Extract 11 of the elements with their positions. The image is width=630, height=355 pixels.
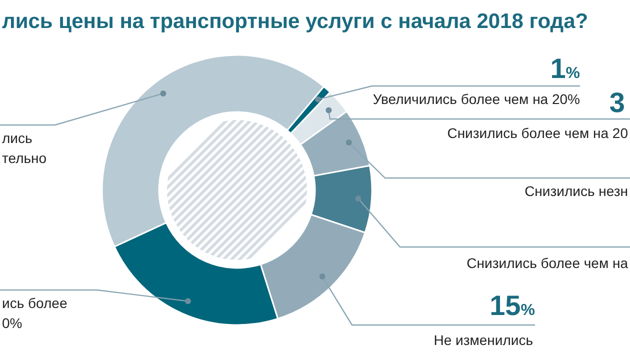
slice-label: лись тельно <box>2 130 47 166</box>
slice-label: ись более 0% <box>2 295 68 331</box>
slice-label: Снизились более чем на <box>466 255 628 271</box>
slice-label: Снизились более чем на 20 <box>447 125 628 141</box>
data-label: 1% <box>550 53 580 84</box>
slice-label: Не изменились <box>434 332 533 348</box>
data-label: 15% <box>490 290 535 321</box>
slice-label: Увеличились более чем на 20% <box>372 91 580 107</box>
data-label: 3 <box>609 87 625 118</box>
chart-title: лись цены на транспортные услуги с начала 2018 года? <box>2 10 588 33</box>
slice-label: Снизились незн <box>524 183 628 199</box>
